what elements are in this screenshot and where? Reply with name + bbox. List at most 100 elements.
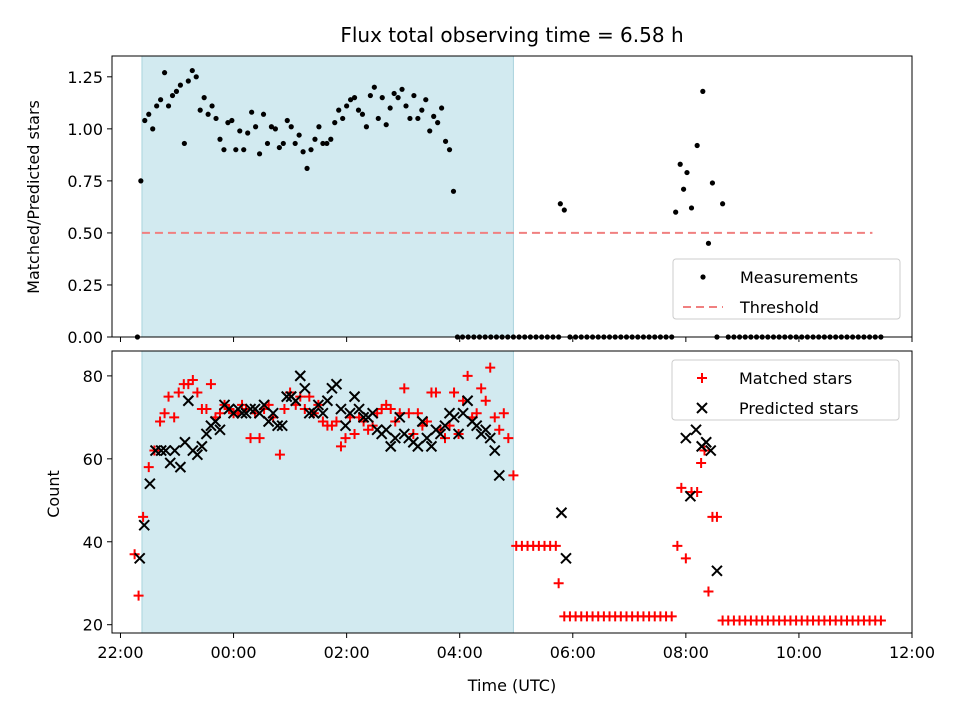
data-point <box>268 124 275 130</box>
data-point <box>508 470 519 481</box>
data-point <box>480 395 491 406</box>
legend-marker <box>697 373 707 383</box>
data-point <box>449 387 460 398</box>
data-point <box>160 444 172 457</box>
y-tick-label: 1.00 <box>67 120 103 139</box>
data-point <box>363 124 370 130</box>
data-point <box>187 375 198 386</box>
data-point <box>182 395 195 407</box>
data-point <box>312 399 325 411</box>
data-point <box>347 97 354 103</box>
data-point <box>434 428 447 440</box>
data-point <box>700 88 706 94</box>
data-point <box>236 407 248 419</box>
bottom-panel: 20 40 60 80 22:00 00:00 02:00 04:00 06:00 08:00 10… <box>83 350 935 662</box>
data-point <box>200 428 213 440</box>
data-point <box>403 103 409 109</box>
y-tick-label: 0.75 <box>67 172 103 191</box>
data-point <box>411 92 417 99</box>
data-point <box>705 444 717 457</box>
data-point <box>335 403 347 415</box>
data-point <box>328 136 334 142</box>
data-point <box>138 519 150 531</box>
data-point <box>484 432 496 444</box>
legend-label: Measurements <box>740 268 858 287</box>
data-point <box>196 440 208 453</box>
data-point <box>427 128 433 134</box>
data-point <box>276 144 282 151</box>
data-point <box>138 511 149 522</box>
x-tick-label: 04:00 <box>437 643 483 662</box>
data-point <box>205 379 216 390</box>
data-point <box>213 115 219 122</box>
data-point <box>191 448 204 461</box>
data-point <box>461 395 474 407</box>
data-point <box>258 399 270 411</box>
data-point <box>150 126 156 132</box>
data-point <box>371 84 377 90</box>
data-point <box>353 403 365 415</box>
data-point <box>416 415 429 428</box>
legend-label: Matched stars <box>739 369 852 388</box>
data-point <box>294 370 306 382</box>
data-point <box>344 407 356 419</box>
shaded-interval <box>141 350 514 634</box>
data-point <box>330 378 343 390</box>
data-point <box>419 107 425 113</box>
data-point <box>244 403 257 415</box>
legend-label: Predicted stars <box>739 399 859 418</box>
data-point <box>332 120 338 126</box>
data-point <box>192 387 203 398</box>
data-point <box>146 111 152 117</box>
data-point <box>421 432 433 444</box>
data-point <box>290 395 302 407</box>
data-point <box>672 540 683 551</box>
data-point <box>380 424 392 436</box>
y-tick-label: 1.25 <box>67 68 103 87</box>
data-point <box>303 407 316 419</box>
data-point <box>169 412 180 423</box>
y-tick-label: 20 <box>83 616 103 635</box>
data-point <box>262 415 275 428</box>
data-point <box>245 130 251 136</box>
data-point <box>274 449 285 460</box>
data-point <box>154 103 160 109</box>
data-point <box>395 95 401 101</box>
data-point <box>159 408 170 419</box>
data-point <box>720 201 726 207</box>
data-point <box>308 147 314 153</box>
y-tick-label: 0.00 <box>67 328 103 347</box>
data-point <box>439 105 445 111</box>
data-point <box>312 136 318 142</box>
data-point <box>711 511 722 522</box>
series-layer <box>129 362 886 626</box>
data-point <box>155 444 167 457</box>
data-point <box>457 407 469 419</box>
data-point <box>138 178 144 184</box>
data-point <box>550 540 561 551</box>
data-point <box>450 188 457 194</box>
data-point <box>185 78 191 84</box>
data-point <box>233 147 239 153</box>
data-point <box>680 186 687 192</box>
data-point <box>229 117 235 124</box>
data-point <box>476 383 487 394</box>
data-point <box>394 411 406 424</box>
data-point <box>696 457 707 468</box>
data-point <box>351 95 358 101</box>
data-point <box>288 124 294 130</box>
data-point <box>489 412 500 423</box>
data-point <box>253 124 259 130</box>
data-point <box>415 115 421 122</box>
data-point <box>435 120 441 126</box>
data-point <box>267 407 279 419</box>
data-point <box>705 240 712 246</box>
data-point <box>680 432 692 444</box>
y-tick-label: 0.25 <box>67 276 103 295</box>
x-tick-label: 08:00 <box>663 643 709 662</box>
data-point <box>676 482 687 493</box>
data-point <box>299 382 311 395</box>
data-point <box>144 477 156 490</box>
top-panel: 0.00 0.25 0.50 0.75 1.00 1.25 Measurements Thre… <box>67 55 913 347</box>
